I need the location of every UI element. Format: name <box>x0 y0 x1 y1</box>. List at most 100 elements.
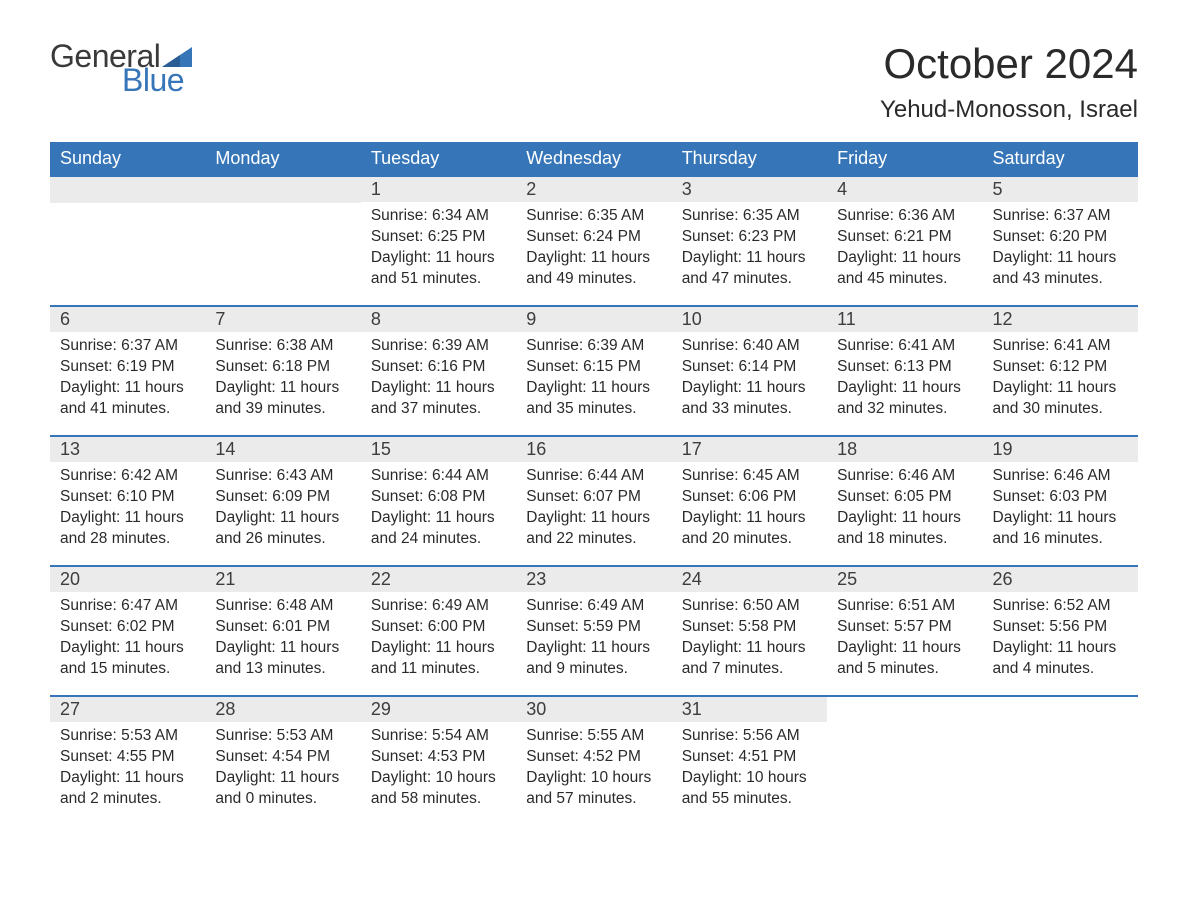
sunset-text: Sunset: 4:55 PM <box>60 747 195 768</box>
day-number: 12 <box>983 307 1138 332</box>
sunrise-text: Sunrise: 6:41 AM <box>837 336 972 357</box>
sunrise-text: Sunrise: 6:43 AM <box>215 466 350 487</box>
day-number: 20 <box>50 567 205 592</box>
sunset-text: Sunset: 6:07 PM <box>526 487 661 508</box>
day-number: 27 <box>50 697 205 722</box>
sunset-text: Sunset: 6:10 PM <box>60 487 195 508</box>
day-number: 8 <box>361 307 516 332</box>
day-content: Sunrise: 6:39 AMSunset: 6:16 PMDaylight:… <box>361 332 516 434</box>
day-content: Sunrise: 6:47 AMSunset: 6:02 PMDaylight:… <box>50 592 205 694</box>
day-number: 3 <box>672 177 827 202</box>
sunrise-text: Sunrise: 6:46 AM <box>837 466 972 487</box>
sunset-text: Sunset: 6:14 PM <box>682 357 817 378</box>
day-number: 16 <box>516 437 671 462</box>
day-header: Sunday <box>50 142 205 176</box>
day-cell: 15Sunrise: 6:44 AMSunset: 6:08 PMDayligh… <box>361 436 516 566</box>
sunset-text: Sunset: 5:59 PM <box>526 617 661 638</box>
day-content: Sunrise: 6:50 AMSunset: 5:58 PMDaylight:… <box>672 592 827 694</box>
day-number: 7 <box>205 307 360 332</box>
day-number: 4 <box>827 177 982 202</box>
daylight-text: Daylight: 11 hours and 45 minutes. <box>837 248 972 290</box>
sunset-text: Sunset: 6:01 PM <box>215 617 350 638</box>
day-content: Sunrise: 6:44 AMSunset: 6:08 PMDaylight:… <box>361 462 516 564</box>
day-number: 31 <box>672 697 827 722</box>
day-header-row: Sunday Monday Tuesday Wednesday Thursday… <box>50 142 1138 176</box>
day-number: 18 <box>827 437 982 462</box>
day-cell: 6Sunrise: 6:37 AMSunset: 6:19 PMDaylight… <box>50 306 205 436</box>
day-content: Sunrise: 6:34 AMSunset: 6:25 PMDaylight:… <box>361 202 516 304</box>
daylight-text: Daylight: 11 hours and 33 minutes. <box>682 378 817 420</box>
day-number: 17 <box>672 437 827 462</box>
sunset-text: Sunset: 6:19 PM <box>60 357 195 378</box>
day-number: 6 <box>50 307 205 332</box>
day-content: Sunrise: 6:49 AMSunset: 6:00 PMDaylight:… <box>361 592 516 694</box>
day-content: Sunrise: 6:51 AMSunset: 5:57 PMDaylight:… <box>827 592 982 694</box>
sunrise-text: Sunrise: 6:46 AM <box>993 466 1128 487</box>
day-cell: 9Sunrise: 6:39 AMSunset: 6:15 PMDaylight… <box>516 306 671 436</box>
sunrise-text: Sunrise: 6:34 AM <box>371 206 506 227</box>
sunrise-text: Sunrise: 6:44 AM <box>526 466 661 487</box>
sunset-text: Sunset: 6:05 PM <box>837 487 972 508</box>
day-content: Sunrise: 6:41 AMSunset: 6:12 PMDaylight:… <box>983 332 1138 434</box>
day-cell: 12Sunrise: 6:41 AMSunset: 6:12 PMDayligh… <box>983 306 1138 436</box>
day-cell: 17Sunrise: 6:45 AMSunset: 6:06 PMDayligh… <box>672 436 827 566</box>
day-cell <box>827 696 982 826</box>
day-cell: 11Sunrise: 6:41 AMSunset: 6:13 PMDayligh… <box>827 306 982 436</box>
day-number: 9 <box>516 307 671 332</box>
day-number: 2 <box>516 177 671 202</box>
day-cell <box>983 696 1138 826</box>
calendar-table: Sunday Monday Tuesday Wednesday Thursday… <box>50 142 1138 826</box>
day-header: Thursday <box>672 142 827 176</box>
sunset-text: Sunset: 6:08 PM <box>371 487 506 508</box>
day-content: Sunrise: 6:37 AMSunset: 6:20 PMDaylight:… <box>983 202 1138 304</box>
day-number: 10 <box>672 307 827 332</box>
day-content: Sunrise: 6:37 AMSunset: 6:19 PMDaylight:… <box>50 332 205 434</box>
sunset-text: Sunset: 4:52 PM <box>526 747 661 768</box>
day-content: Sunrise: 5:54 AMSunset: 4:53 PMDaylight:… <box>361 722 516 824</box>
daylight-text: Daylight: 10 hours and 58 minutes. <box>371 768 506 810</box>
sunrise-text: Sunrise: 6:35 AM <box>526 206 661 227</box>
day-cell: 30Sunrise: 5:55 AMSunset: 4:52 PMDayligh… <box>516 696 671 826</box>
day-cell: 10Sunrise: 6:40 AMSunset: 6:14 PMDayligh… <box>672 306 827 436</box>
day-cell: 24Sunrise: 6:50 AMSunset: 5:58 PMDayligh… <box>672 566 827 696</box>
day-content: Sunrise: 6:46 AMSunset: 6:05 PMDaylight:… <box>827 462 982 564</box>
daylight-text: Daylight: 11 hours and 20 minutes. <box>682 508 817 550</box>
sunset-text: Sunset: 6:20 PM <box>993 227 1128 248</box>
day-number: 28 <box>205 697 360 722</box>
day-number: 22 <box>361 567 516 592</box>
day-content: Sunrise: 6:46 AMSunset: 6:03 PMDaylight:… <box>983 462 1138 564</box>
day-cell: 18Sunrise: 6:46 AMSunset: 6:05 PMDayligh… <box>827 436 982 566</box>
day-cell: 4Sunrise: 6:36 AMSunset: 6:21 PMDaylight… <box>827 176 982 306</box>
day-number: 11 <box>827 307 982 332</box>
day-number: 19 <box>983 437 1138 462</box>
day-number: 15 <box>361 437 516 462</box>
sunset-text: Sunset: 4:54 PM <box>215 747 350 768</box>
daylight-text: Daylight: 11 hours and 15 minutes. <box>60 638 195 680</box>
sunrise-text: Sunrise: 6:49 AM <box>371 596 506 617</box>
sunset-text: Sunset: 6:18 PM <box>215 357 350 378</box>
day-header: Saturday <box>983 142 1138 176</box>
sunrise-text: Sunrise: 6:37 AM <box>60 336 195 357</box>
day-header: Friday <box>827 142 982 176</box>
day-cell: 14Sunrise: 6:43 AMSunset: 6:09 PMDayligh… <box>205 436 360 566</box>
sunset-text: Sunset: 5:57 PM <box>837 617 972 638</box>
sunrise-text: Sunrise: 6:47 AM <box>60 596 195 617</box>
sunset-text: Sunset: 6:02 PM <box>60 617 195 638</box>
day-cell: 21Sunrise: 6:48 AMSunset: 6:01 PMDayligh… <box>205 566 360 696</box>
sunset-text: Sunset: 6:25 PM <box>371 227 506 248</box>
daylight-text: Daylight: 11 hours and 24 minutes. <box>371 508 506 550</box>
sunset-text: Sunset: 6:09 PM <box>215 487 350 508</box>
sunset-text: Sunset: 6:15 PM <box>526 357 661 378</box>
day-number: 26 <box>983 567 1138 592</box>
day-cell: 27Sunrise: 5:53 AMSunset: 4:55 PMDayligh… <box>50 696 205 826</box>
day-header: Tuesday <box>361 142 516 176</box>
location-subtitle: Yehud-Monosson, Israel <box>880 96 1138 124</box>
day-cell <box>205 176 360 306</box>
sunset-text: Sunset: 4:53 PM <box>371 747 506 768</box>
day-cell: 22Sunrise: 6:49 AMSunset: 6:00 PMDayligh… <box>361 566 516 696</box>
day-cell: 28Sunrise: 5:53 AMSunset: 4:54 PMDayligh… <box>205 696 360 826</box>
sunrise-text: Sunrise: 6:45 AM <box>682 466 817 487</box>
daylight-text: Daylight: 11 hours and 32 minutes. <box>837 378 972 420</box>
day-content: Sunrise: 6:39 AMSunset: 6:15 PMDaylight:… <box>516 332 671 434</box>
day-content: Sunrise: 6:35 AMSunset: 6:24 PMDaylight:… <box>516 202 671 304</box>
